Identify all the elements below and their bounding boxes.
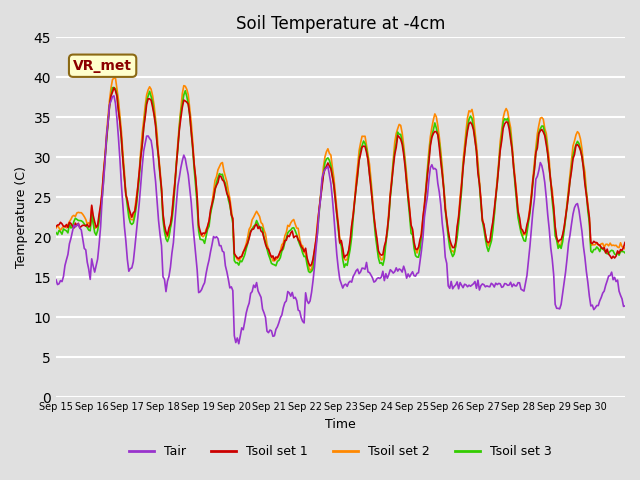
Text: VR_met: VR_met [73,59,132,73]
Legend: Tair, Tsoil set 1, Tsoil set 2, Tsoil set 3: Tair, Tsoil set 1, Tsoil set 2, Tsoil se… [124,440,557,463]
Y-axis label: Temperature (C): Temperature (C) [15,167,28,268]
X-axis label: Time: Time [325,418,356,431]
Title: Soil Temperature at -4cm: Soil Temperature at -4cm [236,15,445,33]
